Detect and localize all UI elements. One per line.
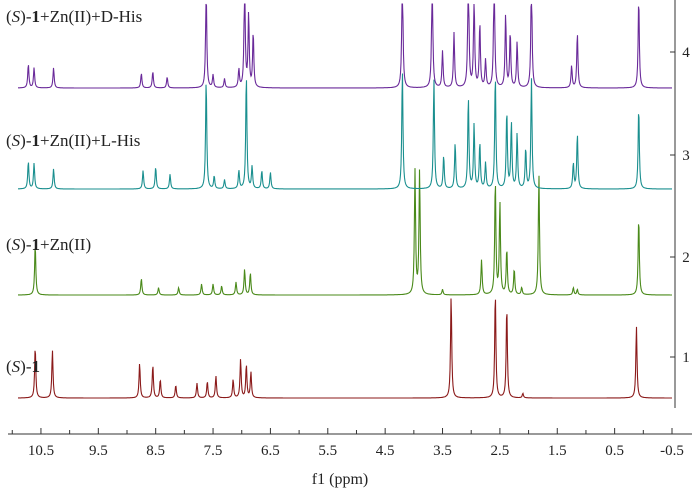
x-tick-label: 1.5: [548, 443, 567, 459]
right-axis-tick-label: 1: [682, 350, 690, 366]
x-tick-label: 6.5: [261, 443, 280, 459]
x-tick-label: 5.5: [318, 443, 337, 459]
x-tick-label: 4.5: [376, 443, 395, 459]
x-tick-label: 10.5: [28, 443, 54, 459]
right-axis-tick-label: 4: [682, 45, 690, 61]
spectrum-label-1: (S)-1: [6, 357, 40, 376]
x-axis: 10.5 9.5 8.5 7.5 6.5 5.5 4.5 3.5 2.5 1.5 0.5 -0.5: [8, 428, 692, 459]
spectra-traces: [18, 3, 672, 399]
x-tick-label: 9.5: [89, 443, 108, 459]
x-tick-label: 3.5: [433, 443, 452, 459]
spectrum-labels: (S)-1 (S)-1+Zn(II) (S)-1+Zn(II)+L-His (S)-1…: [6, 7, 142, 376]
spectrum-trace-3: [18, 73, 672, 190]
spectrum-trace-2: [18, 168, 672, 296]
x-tick-label: 2.5: [491, 443, 510, 459]
spectrum-trace-1: [18, 298, 672, 399]
right-axis: 1 2 3 4: [670, 0, 690, 408]
spectrum-label-4: (S)-1+Zn(II)+D-His: [6, 7, 142, 26]
x-tick-label: 7.5: [204, 443, 223, 459]
x-tick-label: 0.5: [605, 443, 624, 459]
spectrum-trace-4: [18, 3, 672, 89]
x-tick-label: -0.5: [660, 443, 684, 459]
right-axis-tick-label: 3: [682, 148, 690, 164]
spectrum-label-2: (S)-1+Zn(II): [6, 235, 91, 254]
spectrum-label-3: (S)-1+Zn(II)+L-His: [6, 131, 140, 150]
x-tick-label: 8.5: [146, 443, 165, 459]
x-axis-title: f1 (ppm): [312, 471, 368, 488]
right-axis-tick-label: 2: [682, 250, 690, 266]
